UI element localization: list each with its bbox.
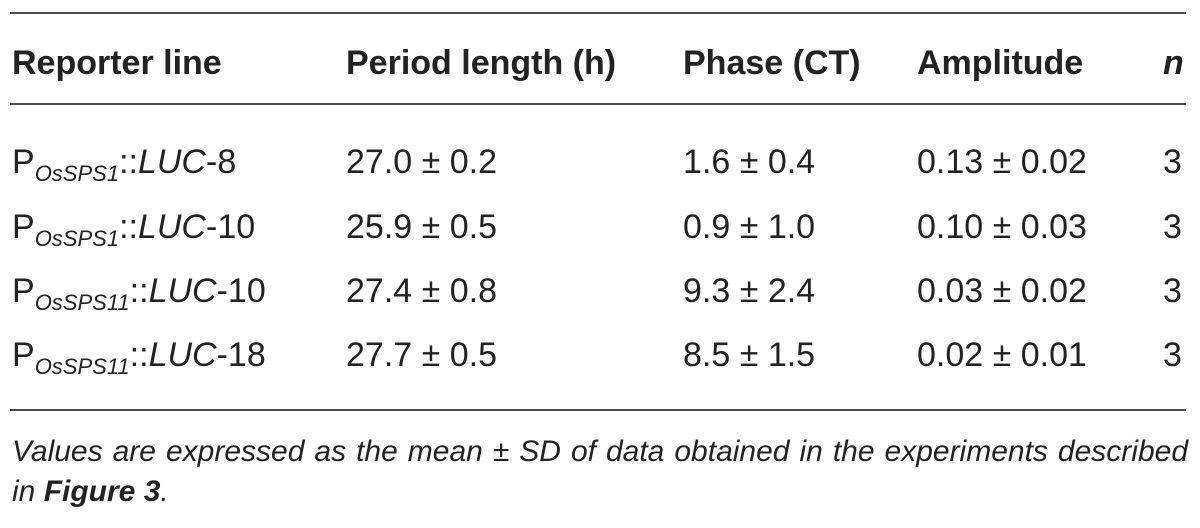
reporter-line-cell: POsSPS1::LUC-8 [12,142,237,185]
amplitude-cell: 0.10 ± 0.03 [917,208,1087,246]
line-suffix: -8 [206,143,237,181]
line-subscript: OsSPS11 [34,290,130,315]
n-cell: 3 [1163,336,1182,374]
n-cell: 3 [1163,272,1182,310]
header-phase: Phase (CT) [683,44,861,82]
amplitude-cell: 0.13 ± 0.02 [917,143,1087,181]
line-suffix: -10 [216,272,266,310]
phase-cell: 9.3 ± 2.4 [683,272,816,310]
amplitude-cell: 0.03 ± 0.02 [917,272,1087,310]
table-header-rule [10,103,1186,105]
footnote-period: . [160,475,169,508]
line-separator: :: [119,208,138,246]
reporter-line-cell: POsSPS11::LUC-10 [12,271,266,314]
period-cell: 27.7 ± 0.5 [346,336,497,374]
n-cell: 3 [1163,208,1182,246]
line-prefix: P [12,272,35,310]
reporter-line-cell: POsSPS11::LUC-18 [12,335,266,378]
period-cell: 27.4 ± 0.8 [346,272,497,310]
phase-cell: 0.9 ± 1.0 [683,208,816,246]
line-prefix: P [12,208,35,246]
line-separator: :: [129,336,149,374]
line-gene: LUC [148,272,217,310]
line-subscript: OsSPS11 [34,354,130,379]
line-separator: :: [129,272,149,310]
phase-cell: 8.5 ± 1.5 [683,336,816,374]
header-reporter-line: Reporter line [12,44,222,82]
header-n: n [1163,44,1184,82]
line-gene: LUC [148,336,217,374]
line-separator: :: [119,143,138,181]
line-prefix: P [12,143,35,181]
phase-cell: 1.6 ± 0.4 [683,143,816,181]
footnote-text: Values are expressed as the mean ± SD of… [12,435,1188,508]
figure-reference-link[interactable]: Figure 3 [43,475,161,508]
header-amplitude: Amplitude [917,44,1084,82]
table-bottom-rule [10,409,1186,411]
line-gene: LUC [137,143,206,181]
line-subscript: OsSPS1 [34,161,120,186]
reporter-line-cell: POsSPS1::LUC-10 [12,207,256,250]
period-cell: 27.0 ± 0.2 [346,143,497,181]
header-period-length: Period length (h) [346,44,617,82]
line-gene: LUC [137,208,206,246]
line-prefix: P [12,336,35,374]
period-cell: 25.9 ± 0.5 [346,208,497,246]
table-footnote: Values are expressed as the mean ± SD of… [12,432,1188,512]
n-cell: 3 [1163,143,1182,181]
table-top-rule [10,12,1186,14]
line-suffix: -10 [206,208,256,246]
amplitude-cell: 0.02 ± 0.01 [917,336,1087,374]
line-subscript: OsSPS1 [34,226,120,251]
line-suffix: -18 [216,336,266,374]
